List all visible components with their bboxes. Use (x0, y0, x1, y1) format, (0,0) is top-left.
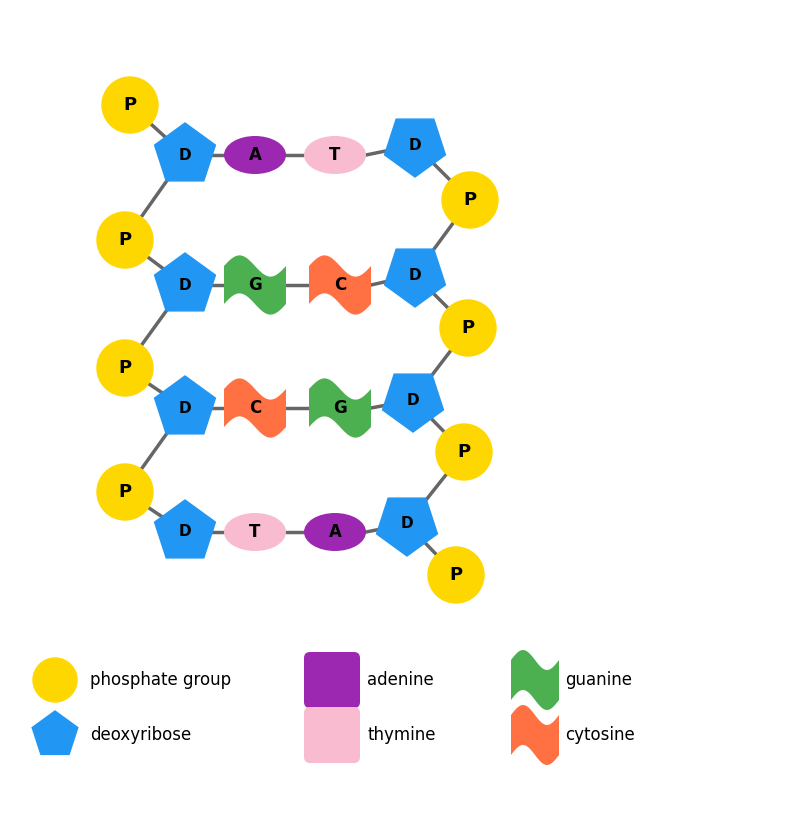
Circle shape (436, 424, 492, 480)
Text: thymine: thymine (367, 726, 436, 744)
Text: C: C (334, 276, 346, 294)
Circle shape (428, 547, 484, 603)
FancyBboxPatch shape (304, 707, 360, 763)
Circle shape (97, 464, 153, 520)
Polygon shape (155, 253, 215, 311)
Text: deoxyribose: deoxyribose (90, 726, 191, 744)
Text: G: G (248, 276, 262, 294)
Polygon shape (511, 650, 559, 710)
Polygon shape (384, 119, 445, 177)
Text: P: P (464, 191, 477, 209)
FancyBboxPatch shape (304, 652, 360, 708)
Text: P: P (461, 319, 474, 337)
Polygon shape (511, 705, 559, 765)
Polygon shape (155, 500, 215, 558)
Text: cytosine: cytosine (565, 726, 634, 744)
Polygon shape (224, 255, 286, 314)
Text: D: D (407, 393, 419, 407)
Ellipse shape (304, 136, 366, 174)
Text: A: A (328, 523, 341, 541)
Polygon shape (32, 711, 78, 755)
Text: T: T (249, 523, 260, 541)
Ellipse shape (224, 136, 286, 174)
Text: P: P (119, 231, 131, 249)
Text: P: P (119, 483, 131, 501)
Text: D: D (179, 277, 191, 292)
Text: guanine: guanine (565, 671, 632, 689)
Polygon shape (384, 249, 445, 307)
Text: D: D (400, 517, 413, 532)
Circle shape (440, 300, 496, 356)
Ellipse shape (304, 513, 366, 551)
Text: P: P (119, 359, 131, 377)
Polygon shape (376, 498, 437, 556)
Text: adenine: adenine (367, 671, 434, 689)
Text: D: D (179, 147, 191, 162)
Circle shape (97, 212, 153, 268)
Ellipse shape (224, 513, 286, 551)
Text: P: P (123, 96, 136, 114)
Polygon shape (155, 123, 215, 181)
Text: G: G (333, 399, 347, 417)
Text: A: A (248, 146, 261, 164)
Polygon shape (309, 255, 371, 314)
Circle shape (442, 172, 498, 228)
Polygon shape (224, 379, 286, 438)
Circle shape (33, 658, 77, 702)
Circle shape (97, 340, 153, 396)
Text: T: T (329, 146, 340, 164)
Text: P: P (449, 566, 462, 584)
Text: D: D (409, 267, 421, 282)
Polygon shape (383, 374, 444, 432)
Text: D: D (179, 401, 191, 416)
Text: C: C (249, 399, 261, 417)
Text: D: D (179, 524, 191, 540)
Polygon shape (155, 376, 215, 434)
Circle shape (102, 77, 158, 133)
Text: D: D (409, 137, 421, 152)
Polygon shape (309, 379, 371, 438)
Text: P: P (457, 443, 470, 461)
Text: phosphate group: phosphate group (90, 671, 231, 689)
